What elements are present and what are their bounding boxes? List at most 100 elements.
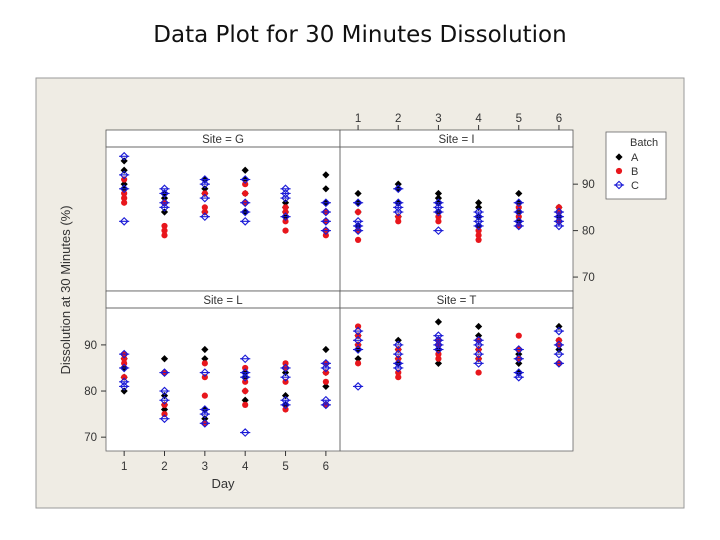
marker-outline	[514, 221, 524, 231]
point-C	[199, 175, 210, 184]
marker-outline	[321, 358, 331, 368]
point-B	[201, 392, 208, 399]
legend-item-A: A	[615, 152, 639, 164]
marker-outline	[434, 226, 443, 235]
point-C	[433, 198, 444, 208]
y-tick-label-right: 80	[582, 226, 595, 238]
point-B	[475, 236, 482, 244]
marker-outline	[160, 368, 169, 377]
point-B	[121, 194, 128, 202]
point-C	[433, 340, 444, 350]
point-C	[119, 349, 130, 359]
point-A	[354, 189, 362, 198]
point-C	[280, 212, 291, 222]
marker-outline	[240, 368, 250, 377]
point-C	[352, 226, 364, 235]
marker-outline	[281, 193, 290, 203]
point-C	[513, 221, 524, 231]
marker-outline	[353, 335, 363, 345]
point-A	[120, 166, 128, 174]
legend-title: Batch	[630, 137, 658, 149]
point-A	[434, 189, 443, 198]
point-C	[159, 203, 170, 212]
point-B	[354, 236, 362, 244]
x-tick-label: 4	[242, 461, 249, 473]
x-tick-label-top: 4	[475, 113, 482, 125]
point-C	[393, 349, 404, 359]
point-A	[322, 185, 330, 193]
panel-3: Site = T	[339, 290, 574, 452]
marker-outline	[160, 203, 169, 212]
point-C	[473, 349, 484, 359]
point-C	[433, 331, 444, 341]
marker-outline	[514, 216, 524, 226]
point-C	[473, 358, 484, 368]
point-A	[201, 345, 209, 354]
point-C	[352, 221, 364, 231]
legend-item-B: B	[615, 166, 638, 178]
point-A	[160, 208, 169, 216]
marker-outline	[240, 175, 250, 184]
marker-outline	[200, 405, 210, 414]
marker-outline	[160, 395, 169, 405]
marker-outline	[514, 354, 524, 364]
x-tick-label: 3	[202, 461, 208, 473]
panel-label: Site = G	[202, 134, 244, 146]
point-C	[553, 349, 565, 359]
point-B	[282, 406, 289, 413]
marker-outline	[353, 216, 363, 226]
point-B	[161, 401, 168, 408]
legend-box	[605, 131, 667, 200]
point-B	[395, 218, 402, 225]
x-tick-label-top: 3	[435, 113, 441, 125]
point-C	[280, 372, 291, 382]
point-B	[515, 213, 522, 220]
point-A	[201, 185, 209, 193]
panel-points	[119, 151, 331, 239]
point-C	[433, 207, 444, 217]
marker-outline	[554, 326, 564, 336]
point-A	[160, 392, 169, 400]
marker-outline	[393, 198, 403, 208]
legend-marker	[615, 153, 623, 161]
plot-area	[106, 130, 573, 451]
point-B	[435, 351, 442, 358]
marker-outline	[554, 349, 564, 359]
point-C	[119, 170, 130, 180]
marker-outline	[240, 354, 250, 364]
marker-outline	[240, 207, 250, 217]
point-C	[199, 409, 210, 419]
point-B	[435, 355, 442, 362]
marker-outline	[434, 198, 443, 208]
point-C	[513, 354, 524, 364]
marker-outline	[200, 409, 210, 419]
marker-outline	[393, 207, 403, 217]
point-A	[201, 355, 209, 363]
panel-label: Site = L	[203, 295, 243, 307]
marker-outline	[474, 358, 483, 368]
point-A	[394, 180, 402, 188]
y-tick-label-right: 70	[582, 272, 595, 284]
marker-outline	[474, 221, 483, 231]
point-A	[160, 194, 169, 202]
point-C	[119, 363, 130, 373]
marker-outline	[474, 335, 483, 345]
marker-outline	[353, 198, 363, 208]
point-B	[121, 355, 128, 362]
y-tick-label: 80	[84, 386, 97, 398]
point-B	[282, 378, 289, 385]
marker-outline	[119, 363, 129, 373]
panel-frame	[339, 307, 574, 452]
x-tick-label-top: 2	[395, 113, 401, 125]
point-C	[240, 175, 251, 184]
point-A	[515, 189, 523, 198]
marker-outline	[614, 180, 624, 190]
point-C	[513, 368, 524, 377]
point-C	[352, 198, 364, 208]
point-B	[201, 190, 208, 197]
marker-outline	[434, 345, 443, 354]
marker-outline	[119, 382, 129, 391]
legend-item-C: C	[613, 180, 639, 192]
marker-outline	[240, 198, 250, 208]
